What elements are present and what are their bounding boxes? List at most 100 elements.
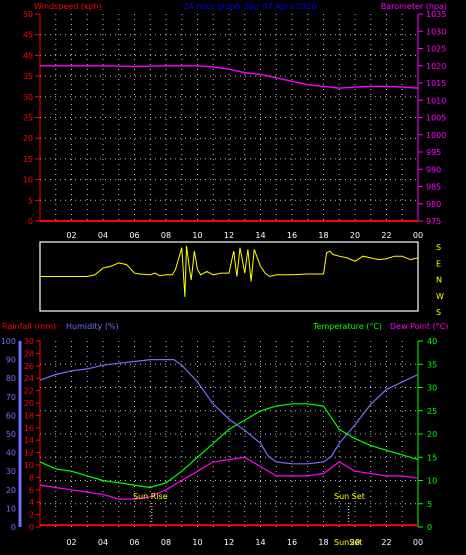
direction-label: S (436, 308, 441, 317)
rainfall-tick-label: 0 (29, 523, 34, 532)
windspeed-tick-label: 25 (23, 114, 33, 123)
wind-barometer-series (40, 65, 419, 222)
humidity-tick-label: 40 (6, 449, 16, 458)
barometer-tick-label: 1005 (426, 114, 446, 123)
barometer-tick-label: 1025 (426, 45, 446, 54)
humidity-tick-label: 70 (6, 393, 16, 402)
temperature-tick-label: 15 (427, 453, 437, 462)
temp-x-tick-label: 08 (161, 538, 171, 547)
windspeed-tick-label: 50 (23, 10, 33, 19)
humidity-tick-label: 60 (6, 411, 16, 420)
windspeed-tick-label: 40 (23, 51, 33, 60)
barometer-tick-label: 1035 (426, 10, 446, 19)
direction-label: S (436, 243, 441, 252)
temp-humidity-series (39, 359, 419, 527)
temperature-tick-label: 30 (427, 384, 437, 393)
temperature-tick-label: 0 (427, 523, 432, 532)
windspeed-tick-label: 20 (23, 134, 33, 143)
temp-x-tick-label: 18 (318, 538, 328, 547)
barometer-axis-title: Barometer (hpa) (381, 2, 447, 11)
wind-x-tick-label: 18 (318, 231, 328, 240)
wind-barometer-grid (40, 14, 418, 221)
humidity-tick-label: 0 (11, 523, 16, 532)
wind-x-tick-label: 14 (255, 231, 265, 240)
dewpoint-line (39, 456, 419, 500)
rainfall-tick-label: 18 (24, 411, 34, 420)
barometer-tick-label: 1030 (426, 27, 446, 36)
wind-barometer-frame: 0510152025303540455097598098599099510001… (23, 10, 447, 240)
humidity-tick-label: 50 (6, 430, 16, 439)
windspeed-tick-label: 10 (23, 176, 33, 185)
rainfall-tick-label: 8 (29, 473, 34, 482)
temp-x-tick-label: 12 (224, 538, 234, 547)
barometer-tick-label: 1015 (426, 79, 446, 88)
wind-x-tick-label: 02 (66, 231, 76, 240)
temp-x-tick-label: 10 (192, 538, 202, 547)
windspeed-axis-title: Windspeed (kph) (34, 2, 102, 11)
rainfall-tick-label: 22 (24, 387, 34, 396)
rainfall-tick-label: 28 (24, 349, 34, 358)
temperature-tick-label: 10 (427, 477, 437, 486)
temperature-line (39, 403, 419, 489)
rainfall-tick-label: 6 (29, 486, 34, 495)
temperature-tick-label: 20 (427, 430, 437, 439)
rainfall-axis-title: Rainfall (mm) (2, 322, 56, 331)
temperature-tick-label: 25 (427, 407, 437, 416)
wind-x-tick-label: 08 (161, 231, 171, 240)
rainfall-tick-label: 12 (24, 449, 34, 458)
windspeed-tick-label: 35 (23, 72, 33, 81)
sunset-annotation: Sun Set (334, 492, 365, 501)
dewpoint-axis-title: Dew Point (°C) (390, 322, 448, 331)
barometer-tick-label: 990 (426, 165, 441, 174)
temp-x-tick-label: 22 (381, 538, 391, 547)
temperature-tick-label: 35 (427, 360, 437, 369)
wind-direction-line (40, 245, 419, 297)
windspeed-tick-label: 5 (28, 196, 33, 205)
temperature-tick-label: 40 (427, 337, 437, 346)
barometer-tick-label: 995 (426, 148, 441, 157)
rainfall-tick-label: 24 (24, 374, 34, 383)
direction-label: N (436, 276, 442, 285)
wind-x-tick-label: 00 (413, 231, 423, 240)
rainfall-tick-label: 10 (24, 461, 34, 470)
temp-x-tick-label: 00 (413, 538, 423, 547)
barometer-tick-label: 1000 (426, 131, 446, 140)
rainfall-tick-label: 16 (24, 424, 34, 433)
wind-direction-box (39, 241, 419, 312)
temp-x-tick-label: 20 (350, 538, 360, 547)
wind-x-tick-label: 04 (98, 231, 108, 240)
rainfall-tick-label: 26 (24, 362, 34, 371)
graph-title: 24 hour graph day: 07 April 2026 (184, 2, 317, 11)
windspeed-tick-label: 30 (23, 93, 33, 102)
wind-x-tick-label: 16 (287, 231, 297, 240)
humidity-axis-title: Humidity (%) (66, 322, 119, 331)
rainfall-tick-label: 30 (24, 337, 34, 346)
wind-x-tick-label: 20 (350, 231, 360, 240)
temp-x-tick-label: 16 (287, 538, 297, 547)
rainfall-tick-label: 2 (29, 511, 34, 520)
humidity-tick-label: 10 (6, 504, 16, 513)
humidity-tick-label: 100 (1, 337, 16, 346)
humidity-tick-label: 20 (6, 486, 16, 495)
barometer-tick-label: 1020 (426, 62, 446, 71)
temp-x-tick-label: 02 (66, 538, 76, 547)
barometer-tick-label: 980 (426, 200, 441, 209)
temp-x-tick-label: 04 (98, 538, 108, 547)
wind-x-tick-label: 06 (129, 231, 139, 240)
sunrise-annotation: Sun Rise (133, 492, 168, 501)
temperature-tick-label: 5 (427, 500, 432, 509)
barometer-tick-label: 975 (426, 217, 441, 226)
rainfall-tick-label: 20 (24, 399, 34, 408)
wind-direction-series (40, 245, 419, 297)
humidity-tick-label: 80 (6, 374, 16, 383)
windspeed-tick-label: 0 (28, 217, 33, 226)
temperature-axis-title: Temperature (°C) (312, 322, 382, 331)
wind-x-tick-label: 10 (192, 231, 202, 240)
barometer-line (40, 65, 419, 89)
direction-label: E (436, 259, 441, 268)
barometer-tick-label: 985 (426, 183, 441, 192)
windspeed-tick-label: 15 (23, 155, 33, 164)
rainfall-tick-label: 4 (29, 498, 34, 507)
